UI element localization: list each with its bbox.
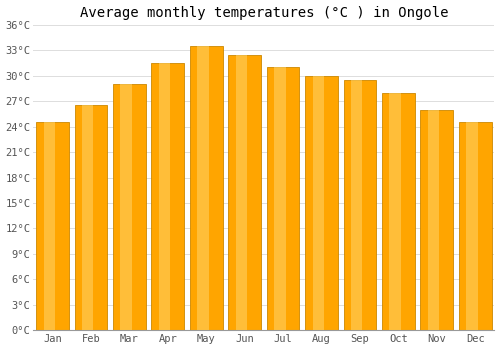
Bar [312, 76, 324, 330]
Bar [382, 93, 414, 330]
Bar [152, 63, 184, 330]
Bar [228, 55, 261, 330]
Bar [198, 46, 208, 330]
Bar [44, 122, 55, 330]
Bar [113, 84, 146, 330]
Bar [74, 105, 108, 330]
Bar [466, 122, 477, 330]
Bar [305, 76, 338, 330]
Bar [82, 105, 94, 330]
Bar [190, 46, 222, 330]
Bar [459, 122, 492, 330]
Bar [351, 80, 362, 330]
Bar [390, 93, 401, 330]
Bar [36, 122, 69, 330]
Title: Average monthly temperatures (°C ) in Ongole: Average monthly temperatures (°C ) in On… [80, 6, 448, 20]
Bar [420, 110, 453, 330]
Bar [344, 80, 376, 330]
Bar [236, 55, 247, 330]
Bar [428, 110, 440, 330]
Bar [120, 84, 132, 330]
Bar [274, 67, 285, 330]
Bar [267, 67, 300, 330]
Bar [159, 63, 170, 330]
